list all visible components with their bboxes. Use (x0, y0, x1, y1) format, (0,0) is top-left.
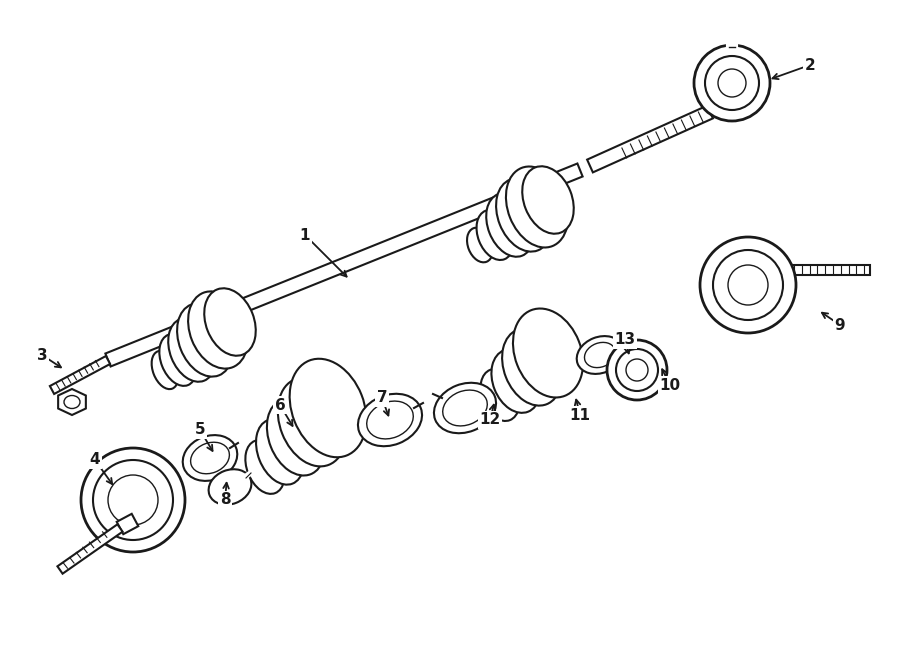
Polygon shape (728, 265, 870, 275)
Ellipse shape (443, 390, 487, 426)
Ellipse shape (93, 460, 173, 540)
Text: 13: 13 (615, 332, 635, 348)
Ellipse shape (718, 69, 746, 97)
Polygon shape (58, 389, 86, 415)
Ellipse shape (256, 419, 304, 485)
Text: 3: 3 (37, 348, 48, 362)
Ellipse shape (366, 401, 413, 439)
Ellipse shape (151, 351, 178, 389)
Ellipse shape (168, 318, 216, 382)
Ellipse shape (191, 442, 230, 474)
Ellipse shape (584, 342, 616, 368)
Ellipse shape (204, 288, 256, 356)
Ellipse shape (513, 309, 583, 397)
Ellipse shape (267, 399, 325, 475)
Ellipse shape (81, 448, 185, 552)
Ellipse shape (467, 227, 493, 262)
Text: 8: 8 (220, 492, 230, 508)
Text: 10: 10 (660, 377, 680, 393)
Ellipse shape (522, 167, 574, 234)
Ellipse shape (694, 45, 770, 121)
Ellipse shape (506, 167, 568, 247)
Ellipse shape (713, 250, 783, 320)
Polygon shape (587, 106, 713, 173)
Ellipse shape (728, 265, 768, 305)
Ellipse shape (486, 193, 534, 256)
Ellipse shape (246, 440, 284, 494)
Ellipse shape (64, 395, 80, 408)
Ellipse shape (607, 340, 667, 400)
Ellipse shape (491, 349, 541, 413)
Text: 9: 9 (834, 317, 845, 332)
Polygon shape (117, 514, 139, 534)
Ellipse shape (476, 210, 514, 260)
Text: 11: 11 (570, 407, 590, 422)
Ellipse shape (159, 334, 197, 386)
Ellipse shape (177, 303, 233, 377)
Polygon shape (58, 524, 122, 574)
Text: 6: 6 (274, 397, 285, 412)
Text: 2: 2 (805, 58, 815, 73)
Text: 5: 5 (194, 422, 205, 438)
Ellipse shape (108, 475, 158, 525)
Ellipse shape (616, 349, 658, 391)
Text: 4: 4 (90, 453, 100, 467)
Ellipse shape (358, 394, 422, 446)
Ellipse shape (705, 56, 759, 110)
Ellipse shape (434, 383, 496, 433)
Ellipse shape (188, 292, 248, 369)
Ellipse shape (496, 178, 552, 252)
Ellipse shape (626, 359, 648, 381)
Ellipse shape (290, 359, 366, 457)
Ellipse shape (183, 435, 238, 481)
Ellipse shape (278, 377, 346, 467)
Ellipse shape (209, 469, 251, 505)
Text: 7: 7 (377, 391, 387, 405)
Polygon shape (105, 163, 582, 366)
Polygon shape (50, 356, 110, 394)
Text: 1: 1 (300, 227, 310, 243)
Text: 12: 12 (480, 412, 500, 428)
Ellipse shape (700, 237, 796, 333)
Ellipse shape (481, 369, 519, 421)
Ellipse shape (502, 329, 562, 406)
Ellipse shape (577, 336, 624, 374)
